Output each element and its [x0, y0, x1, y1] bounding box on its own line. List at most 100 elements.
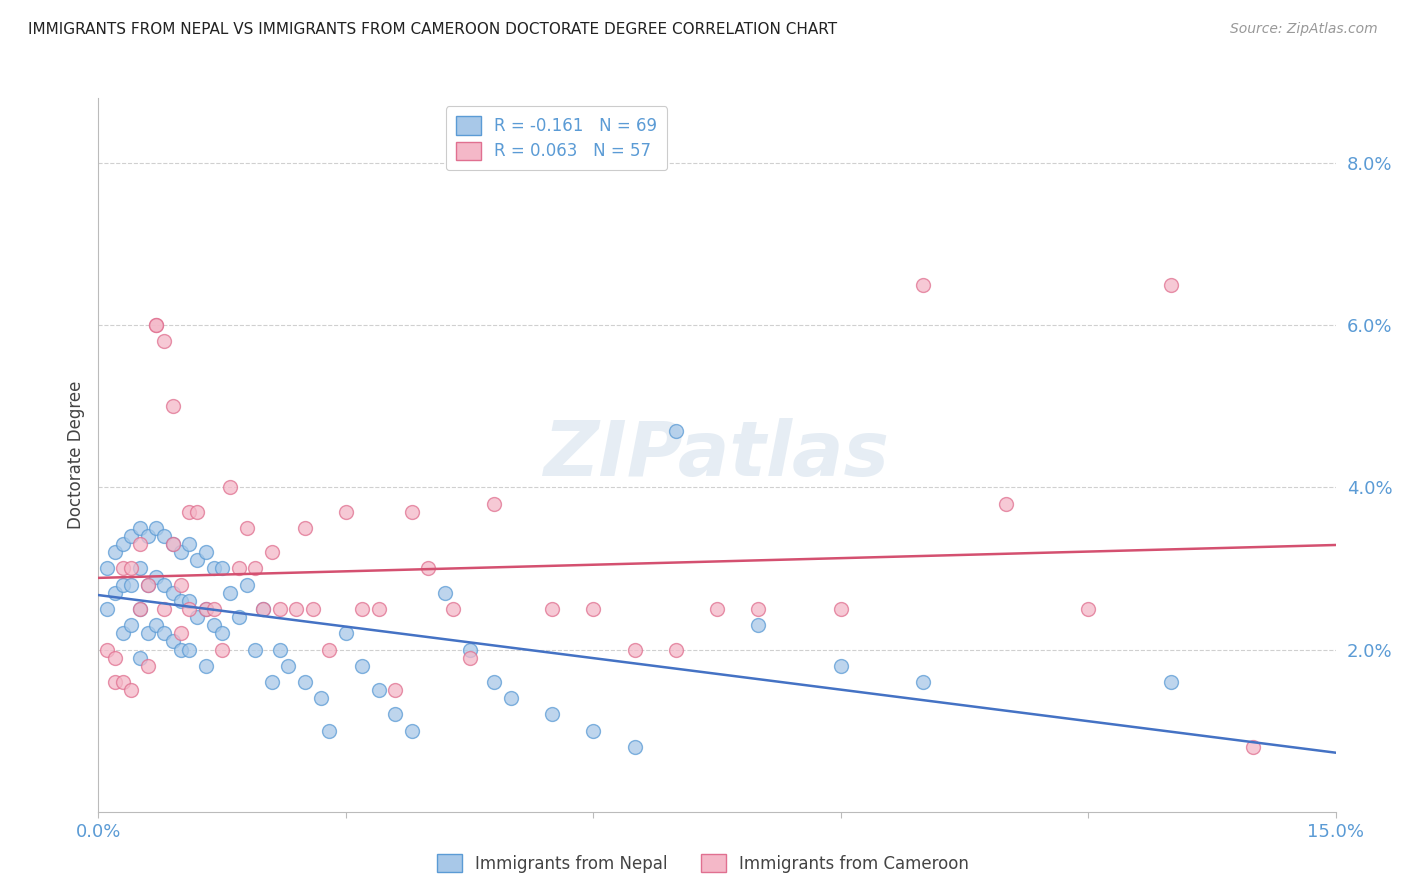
Point	[458, 642, 481, 657]
Point	[335, 626, 357, 640]
Point	[96, 561, 118, 575]
Point	[912, 277, 935, 292]
Point	[243, 561, 266, 575]
Point	[384, 707, 406, 722]
Point	[162, 586, 184, 600]
Point	[104, 675, 127, 690]
Point	[136, 529, 159, 543]
Point	[269, 602, 291, 616]
Point	[170, 594, 193, 608]
Point	[285, 602, 308, 616]
Point	[541, 602, 564, 616]
Point	[179, 537, 201, 551]
Point	[136, 577, 159, 591]
Y-axis label: Doctorate Degree: Doctorate Degree	[66, 381, 84, 529]
Point	[582, 723, 605, 738]
Point	[484, 675, 506, 690]
Point	[335, 505, 357, 519]
Point	[120, 561, 142, 575]
Point	[747, 602, 769, 616]
Point	[96, 602, 118, 616]
Point	[294, 675, 316, 690]
Point	[541, 707, 564, 722]
Point	[153, 577, 176, 591]
Point	[162, 399, 184, 413]
Point	[277, 658, 299, 673]
Point	[384, 683, 406, 698]
Point	[162, 537, 184, 551]
Point	[260, 675, 283, 690]
Point	[665, 642, 688, 657]
Point	[194, 602, 217, 616]
Point	[96, 642, 118, 657]
Point	[104, 650, 127, 665]
Point	[145, 318, 167, 333]
Point	[623, 739, 645, 754]
Text: IMMIGRANTS FROM NEPAL VS IMMIGRANTS FROM CAMEROON DOCTORATE DEGREE CORRELATION C: IMMIGRANTS FROM NEPAL VS IMMIGRANTS FROM…	[28, 22, 837, 37]
Legend: Immigrants from Nepal, Immigrants from Cameroon: Immigrants from Nepal, Immigrants from C…	[430, 847, 976, 880]
Point	[211, 561, 233, 575]
Point	[830, 658, 852, 673]
Point	[433, 586, 456, 600]
Point	[401, 505, 423, 519]
Point	[1160, 675, 1182, 690]
Point	[623, 642, 645, 657]
Point	[128, 537, 150, 551]
Point	[153, 626, 176, 640]
Point	[112, 537, 135, 551]
Point	[153, 334, 176, 349]
Point	[302, 602, 325, 616]
Point	[136, 577, 159, 591]
Point	[179, 642, 201, 657]
Point	[236, 521, 259, 535]
Point	[186, 505, 208, 519]
Point	[243, 642, 266, 657]
Point	[153, 529, 176, 543]
Point	[367, 602, 389, 616]
Point	[706, 602, 728, 616]
Point	[484, 497, 506, 511]
Point	[401, 723, 423, 738]
Point	[128, 602, 150, 616]
Point	[260, 545, 283, 559]
Point	[269, 642, 291, 657]
Point	[153, 602, 176, 616]
Point	[145, 318, 167, 333]
Point	[162, 537, 184, 551]
Point	[145, 618, 167, 632]
Point	[252, 602, 274, 616]
Point	[236, 577, 259, 591]
Point	[1160, 277, 1182, 292]
Point	[120, 618, 142, 632]
Point	[145, 521, 167, 535]
Point	[309, 691, 332, 706]
Text: Source: ZipAtlas.com: Source: ZipAtlas.com	[1230, 22, 1378, 37]
Point	[104, 586, 127, 600]
Point	[128, 521, 150, 535]
Point	[294, 521, 316, 535]
Point	[202, 561, 225, 575]
Point	[912, 675, 935, 690]
Point	[170, 577, 193, 591]
Point	[186, 610, 208, 624]
Point	[352, 602, 374, 616]
Point	[994, 497, 1017, 511]
Point	[367, 683, 389, 698]
Point	[179, 594, 201, 608]
Point	[228, 561, 250, 575]
Point	[318, 723, 340, 738]
Point	[665, 424, 688, 438]
Point	[352, 658, 374, 673]
Point	[219, 480, 242, 494]
Point	[194, 602, 217, 616]
Point	[830, 602, 852, 616]
Point	[186, 553, 208, 567]
Point	[194, 658, 217, 673]
Point	[145, 569, 167, 583]
Point	[136, 658, 159, 673]
Point	[128, 561, 150, 575]
Point	[418, 561, 440, 575]
Point	[112, 577, 135, 591]
Point	[1241, 739, 1264, 754]
Point	[318, 642, 340, 657]
